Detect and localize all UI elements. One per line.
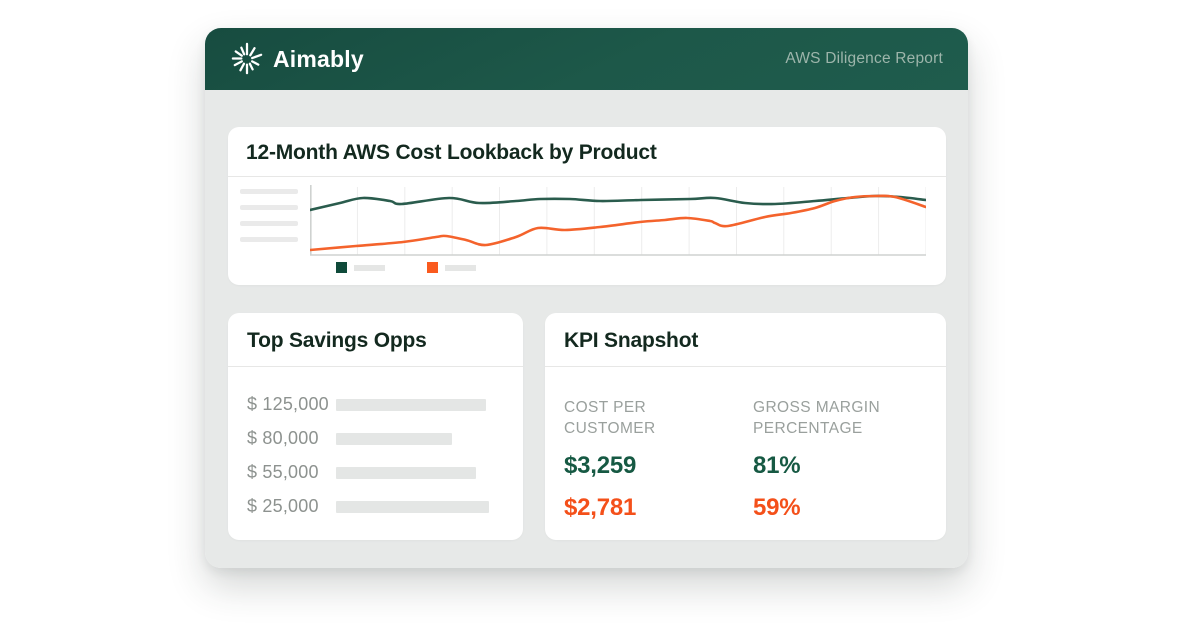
savings-bar-placeholder (336, 432, 452, 445)
legend-swatch-orange (427, 262, 438, 273)
kpi-metric-gross-margin: GROSS MARGIN PERCENTAGE 81% 59% (753, 397, 923, 522)
savings-bar-placeholder (336, 466, 476, 479)
kpi-label: GROSS MARGIN PERCENTAGE (753, 399, 881, 437)
kpi-value-green: 81% (753, 452, 801, 479)
report-title-label: AWS Diligence Report (785, 50, 943, 67)
legend-item-series2 (427, 262, 476, 273)
aimably-starburst-icon (231, 42, 263, 76)
savings-list: $ 125,000 $ 80,000 $ 55,000 $ 25,00 (228, 367, 523, 517)
savings-row: $ 55,000 (247, 462, 504, 483)
savings-amount: $ 25,000 (247, 496, 319, 516)
report-body: 12-Month AWS Cost Lookback by Product (205, 90, 968, 568)
divider (228, 176, 946, 177)
savings-row: $ 125,000 (247, 394, 504, 415)
chart-zone (228, 177, 946, 273)
legend-swatch-green (336, 262, 347, 273)
kpi-value-orange: 59% (753, 494, 801, 521)
chart-legend (336, 262, 926, 273)
top-savings-card: Top Savings Opps $ 125,000 $ 80,000 $ 55… (228, 313, 523, 540)
savings-card-title: Top Savings Opps (247, 329, 427, 352)
legend-label-placeholder (445, 264, 476, 271)
savings-amount: $ 125,000 (247, 394, 329, 414)
kpi-value-green: $3,259 (564, 452, 637, 479)
legend-item-series1 (336, 262, 385, 273)
divider (545, 366, 946, 367)
cost-lookback-chart-card: 12-Month AWS Cost Lookback by Product (228, 127, 946, 285)
y-axis-label-placeholder (240, 189, 298, 194)
y-axis-label-placeholder (240, 237, 298, 242)
kpi-snapshot-card: KPI Snapshot COST PER CUSTOMER $3,259 $2… (545, 313, 946, 540)
brand-name: Aimably (273, 45, 364, 72)
report-header: Aimably AWS Diligence Report (205, 28, 968, 90)
legend-label-placeholder (354, 264, 385, 271)
kpi-card-title: KPI Snapshot (564, 329, 699, 352)
line-chart-plot (310, 185, 926, 273)
line-chart-svg (310, 185, 926, 256)
y-axis-label-placeholder (240, 221, 298, 226)
savings-amount: $ 80,000 (247, 428, 319, 448)
savings-bar-placeholder (336, 398, 486, 411)
kpi-metric-cost-per-customer: COST PER CUSTOMER $3,259 $2,781 (564, 397, 734, 522)
savings-row: $ 80,000 (247, 428, 504, 449)
report-window: Aimably AWS Diligence Report 12-Month AW… (205, 28, 968, 568)
kpi-label: COST PER CUSTOMER (564, 399, 656, 437)
kpi-value-orange: $2,781 (564, 494, 637, 521)
savings-bar-placeholder (336, 500, 489, 513)
savings-amount: $ 55,000 (247, 462, 319, 482)
divider (228, 366, 523, 367)
bottom-row: Top Savings Opps $ 125,000 $ 80,000 $ 55… (228, 313, 946, 540)
y-axis-placeholder-labels (240, 189, 298, 273)
y-axis-label-placeholder (240, 205, 298, 210)
kpi-grid: COST PER CUSTOMER $3,259 $2,781 GROSS MA… (545, 367, 946, 522)
brand: Aimably (231, 42, 364, 76)
chart-card-title: 12-Month AWS Cost Lookback by Product (246, 141, 657, 164)
savings-row: $ 25,000 (247, 496, 504, 517)
